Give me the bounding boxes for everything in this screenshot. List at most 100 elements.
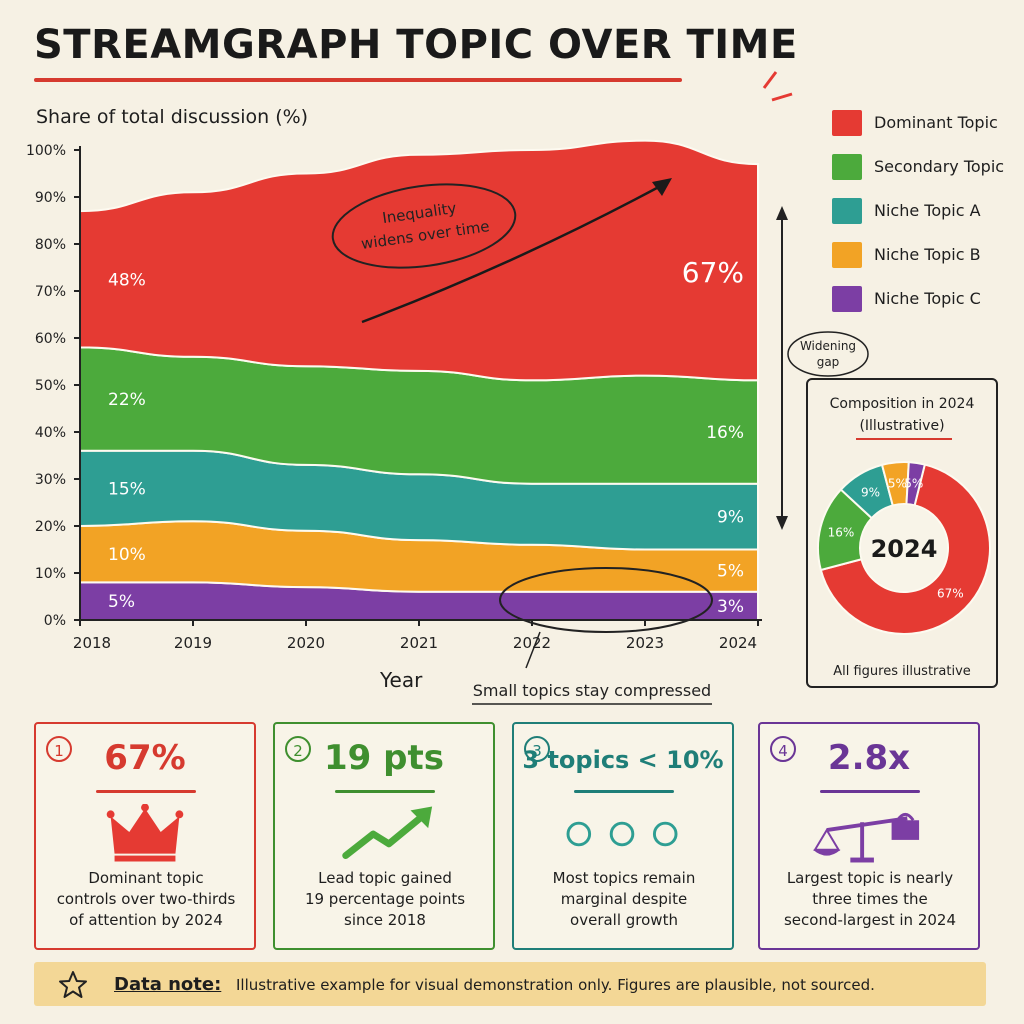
legend-item-secondary: Secondary Topic [832,154,1012,184]
x-axis-label: Year [380,668,423,692]
data-label-2018: 48% [108,270,146,290]
trend-up-arrow-icon [342,806,433,860]
data-note-text: Illustrative example for visual demonstr… [236,976,875,994]
card-number: 1 [46,736,72,762]
card-text-line: marginal despite [560,890,688,908]
card-text-line: 19 percentage points [304,890,466,908]
donut-slice-label: 5% [888,476,907,490]
x-tick-label: 2024 [719,634,757,652]
y-tick-label: 80% [35,237,66,253]
page-title: STREAMGRAPH TOPIC OVER TIME [34,22,798,68]
card-text-line: controls over two-thirds [56,890,236,908]
y-tick-label: 90% [35,190,66,206]
data-note-bar: Data note: Illustrative example for visu… [34,962,986,1006]
data-label-2024: 3% [717,597,744,617]
card-number: 2 [285,736,311,762]
data-label-2018: 22% [108,390,146,410]
data-label-2018: 10% [108,545,146,565]
star-icon [59,971,87,998]
donut-subtitle: (Illustrative) [859,418,945,434]
card-text-line: second-largest in 2024 [783,911,956,929]
x-tick-label: 2018 [73,634,111,652]
legend-swatch [832,110,862,136]
y-axis-label: Share of total discussion (%) [36,106,309,128]
x-tick-label: 2021 [400,634,438,652]
small-topics-label: Small topics stay compressed [473,681,711,700]
gap-note-text: Widening [800,339,856,353]
legend-item-niche-b: Niche Topic B [832,242,1012,272]
card-text-line: Largest topic is nearly [786,869,954,887]
card-text: Lead topic gained 19 percentage points s… [285,868,485,931]
accent-mark [762,71,778,89]
card-text-line: three times the [812,890,928,908]
three-circles-icon [566,821,678,847]
card-text: Largest topic is nearly three times the … [770,868,970,931]
stat-card-2: 2 19 pts Lead topic gained 19 percentage… [273,722,495,950]
y-tick-label: 10% [35,566,66,582]
donut-subtitle-underline [856,438,952,440]
y-tick-label: 50% [35,378,66,394]
legend-swatch [832,198,862,224]
card-headline: 3 topics < 10% [522,746,724,774]
card-headline: 67% [104,738,186,778]
stat-card-4: 4 2.8x Largest topic is nearly three tim… [758,722,980,950]
accent-mark [771,92,793,102]
x-tick-label: 2020 [287,634,325,652]
card-underline [820,790,920,793]
x-tick-label: 2019 [174,634,212,652]
y-tick-label: 0% [44,613,66,629]
donut-slice-label: 5% [904,477,923,491]
trend-arrow-head [652,178,672,196]
card-number: 4 [770,736,796,762]
gap-note-ellipse [787,331,869,377]
y-tick-label: 30% [35,472,66,488]
card-text-line: Lead topic gained [318,869,452,887]
legend-swatch [832,154,862,180]
data-label-2024: 16% [706,423,744,443]
legend-swatch [832,286,862,312]
card-text: Most topics remain marginal despite over… [524,868,724,931]
card-text: Dominant topic controls over two-thirds … [46,868,246,931]
stat-card-1: 1 67% Dominant topic controls over two-t… [34,722,256,950]
area-dominant-topic [79,139,759,382]
card-text-line: Dominant topic [88,869,204,887]
y-tick-label: 70% [35,284,66,300]
donut-panel: Composition in 2024 (Illustrative) 67% 16… [806,378,998,688]
trend-arrow-line [361,180,669,324]
donut-chart: 67% 16% 9% 5%5% 2024 [817,461,991,635]
gap-arrow-head-down [776,516,788,530]
crown-icon [106,804,184,862]
card-underline [96,790,196,793]
x-tick-label: 2022 [513,634,551,652]
data-label-2024: 9% [717,508,744,528]
legend-item-niche-c: Niche Topic C [832,286,1012,316]
stat-card-3: 3 3 topics < 10% Most topics remain marg… [512,722,734,950]
card-underline [574,790,674,793]
donut-slice-label: 67% [937,587,964,601]
donut-slice [905,461,927,507]
legend-label: Dominant Topic [874,113,998,132]
donut-slice-label: 9% [861,485,880,499]
donut-footer: All figures illustrative [833,664,971,679]
legend-item-niche-a: Niche Topic A [832,198,1012,228]
legend-label: Niche Topic C [874,289,981,308]
small-topics-pointer [525,631,541,669]
legend-label: Niche Topic A [874,201,981,220]
y-tick-label: 100% [26,143,66,159]
donut-slice-label: 16% [828,525,855,539]
y-tick-label: 60% [35,331,66,347]
x-tick-label: 2023 [626,634,664,652]
card-text-line: Most topics remain [552,869,696,887]
donut-hole [861,505,947,591]
donut-slice [819,463,991,635]
donut-title: Composition in 2024 [829,396,975,412]
data-label-2018: 15% [108,479,146,499]
card-underline [335,790,435,793]
gap-arrow-head-up [776,206,788,220]
card-text-line: since 2018 [344,911,426,929]
legend-item-dominant: Dominant Topic [832,110,1012,140]
card-text-line: of attention by 2024 [69,911,223,929]
y-tick-label: 40% [35,425,66,441]
annotation-ellipse [331,183,517,269]
donut-center-label: 2024 [871,535,938,563]
